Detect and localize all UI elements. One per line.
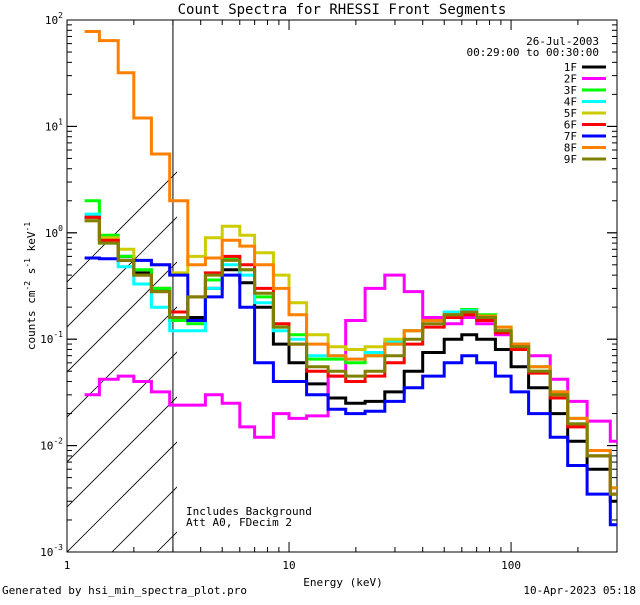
series-line-9F — [84, 219, 617, 496]
annotation-attenuator: Att A0, FDecim 2 — [186, 516, 292, 529]
y-axis-label: counts cm-2 s-1 keV-1 — [23, 222, 38, 350]
series-line-7F — [84, 256, 617, 527]
date-label: 26-Jul-2003 — [526, 35, 599, 48]
y-tick-label: 10-1 — [40, 330, 63, 346]
series-line-3F — [84, 199, 617, 490]
plot-frame — [66, 19, 618, 553]
hatch-line — [67, 306, 177, 418]
x-tick-label: 1 — [64, 559, 71, 572]
hatch-line — [111, 486, 177, 552]
y-tick-label: 10-2 — [40, 437, 63, 453]
legend-label-3F: 3F — [564, 84, 577, 97]
hatch-line — [67, 171, 177, 283]
legend-label-1F: 1F — [564, 61, 577, 74]
x-tick-label: 100 — [501, 559, 521, 572]
footer-generated-by: Generated by hsi_min_spectra_plot.pro — [2, 584, 247, 597]
hatched-region — [67, 0, 640, 552]
x-axis: 1 10 100 — [64, 20, 618, 572]
time-range-label: 00:29:00 to 00:30:00 — [467, 46, 599, 59]
footer-timestamp: 10-Apr-2023 05:18 — [523, 584, 636, 597]
annotation-background: Includes Background — [186, 505, 312, 518]
series-lines — [84, 30, 617, 527]
hatch-line — [517, 0, 640, 552]
y-tick-label: 101 — [45, 117, 63, 133]
legend-label-9F: 9F — [564, 153, 577, 166]
hatch-line — [67, 216, 177, 328]
y-axis: 102 101 100 10-1 10-2 10-3 — [40, 11, 617, 559]
y-tick-label: 10-3 — [40, 543, 63, 559]
x-axis-label: Energy (keV) — [303, 576, 382, 589]
x-tick-label: 10 — [282, 559, 295, 572]
legend-label-7F: 7F — [564, 130, 577, 143]
y-tick-label: 102 — [45, 11, 63, 27]
y-tick-label: 100 — [45, 224, 63, 240]
legend-label-2F: 2F — [564, 73, 577, 86]
hatch-line — [607, 0, 640, 552]
series-line-8F — [84, 30, 617, 490]
hatch-line — [247, 0, 640, 552]
legend-label-5F: 5F — [564, 107, 577, 120]
legend-label-6F: 6F — [564, 119, 577, 132]
hatch-line — [67, 396, 177, 508]
hatch-line — [67, 441, 177, 552]
legend-label-8F: 8F — [564, 142, 577, 155]
series-line-5F — [84, 219, 617, 496]
legend-label-4F: 4F — [564, 96, 577, 109]
hatch-line — [67, 351, 177, 463]
chart-title: Count Spectra for RHESSI Front Segments — [178, 2, 507, 18]
series-line-4F — [84, 212, 617, 496]
